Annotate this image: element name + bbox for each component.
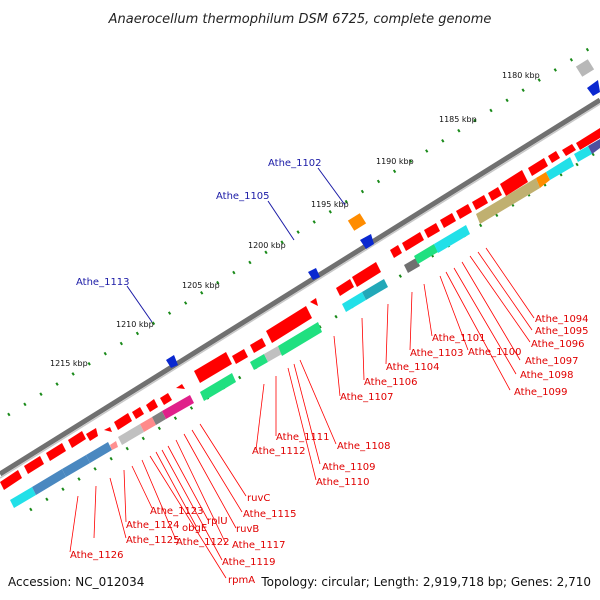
gene-label: Athe_1096 xyxy=(531,339,585,350)
gene-label: rpmA xyxy=(228,575,255,586)
backbone-shadow xyxy=(0,103,600,479)
gene-label-blue: Athe_1102 xyxy=(268,158,322,169)
gene-label: ruvB xyxy=(236,524,259,535)
gene-gray xyxy=(575,59,595,77)
gene-label: Athe_1104 xyxy=(386,362,440,373)
gene-label: Athe_1095 xyxy=(535,326,589,337)
gene-label: Athe_1112 xyxy=(252,446,306,457)
gene-blue xyxy=(166,355,178,368)
gene-label: Athe_1124 xyxy=(126,520,180,531)
kbp-ticks: 1180 kbp 1185 kbp 1190 kbp 1195 kbp 1200… xyxy=(50,71,540,368)
kbp-tick: 1180 kbp xyxy=(502,71,540,80)
gene-label: Athe_1126 xyxy=(70,550,124,561)
accession-text: Accession: NC_012034 xyxy=(8,575,144,589)
gene-label-blue: Athe_1113 xyxy=(76,277,130,288)
gene-label: Athe_1122 xyxy=(176,537,230,548)
kbp-tick: 1195 kbp xyxy=(311,200,349,209)
gene-blue xyxy=(360,234,374,249)
kbp-tick: 1190 kbp xyxy=(376,157,414,166)
cog-band xyxy=(10,139,600,508)
gene-label: Athe_1107 xyxy=(340,392,394,403)
gene-label: Athe_1125 xyxy=(126,535,180,546)
gene-label: Athe_1109 xyxy=(322,462,376,473)
genome-summary-text: Topology: circular; Length: 2,919,718 bp… xyxy=(260,575,591,589)
gene-label: Athe_1106 xyxy=(364,377,418,388)
kbp-tick: 1215 kbp xyxy=(50,359,88,368)
red-gene-labels: Athe_1094 Athe_1095 Athe_1096 Athe_1097 … xyxy=(70,314,589,586)
kbp-tick: 1205 kbp xyxy=(182,281,220,290)
gene-label: Athe_1117 xyxy=(232,540,286,551)
plus-strand-genes xyxy=(0,128,600,490)
inner-dotted-ring xyxy=(7,41,599,417)
gene-label: Athe_1123 xyxy=(150,506,204,517)
gene-label: Athe_1110 xyxy=(316,477,370,488)
gene-label: Athe_1119 xyxy=(222,557,276,568)
kbp-tick: 1200 kbp xyxy=(248,241,286,250)
kbp-tick: 1185 kbp xyxy=(439,115,477,124)
gene-label: Athe_1100 xyxy=(468,347,522,358)
gene-label: Athe_1115 xyxy=(243,509,297,520)
gene-label: Athe_1099 xyxy=(514,387,568,398)
gene-label: Athe_1108 xyxy=(337,441,391,452)
gene-label-blue: Athe_1105 xyxy=(216,191,270,202)
blue-leaders xyxy=(126,167,346,323)
gene-blue xyxy=(587,80,600,96)
minus-strand-genes xyxy=(166,59,600,368)
gene-orange xyxy=(347,213,367,231)
kbp-tick: 1210 kbp xyxy=(116,320,154,329)
red-leaders xyxy=(69,247,535,579)
gene-label: Athe_1111 xyxy=(276,432,330,443)
gene-label: Athe_1094 xyxy=(535,314,589,325)
backbone-line xyxy=(0,97,600,477)
gene-label: ruvC xyxy=(247,493,270,504)
gene-label: obgE xyxy=(182,523,207,534)
gene-label: Athe_1101 xyxy=(432,333,486,344)
gene-label: Athe_1097 xyxy=(525,356,579,367)
map-title: Anaerocellum thermophilum DSM 6725, comp… xyxy=(108,12,492,27)
gene-blue xyxy=(308,268,320,280)
gene-label: rplU xyxy=(207,516,228,527)
gene-label: Athe_1098 xyxy=(520,370,574,381)
gene-label: Athe_1103 xyxy=(410,348,464,359)
